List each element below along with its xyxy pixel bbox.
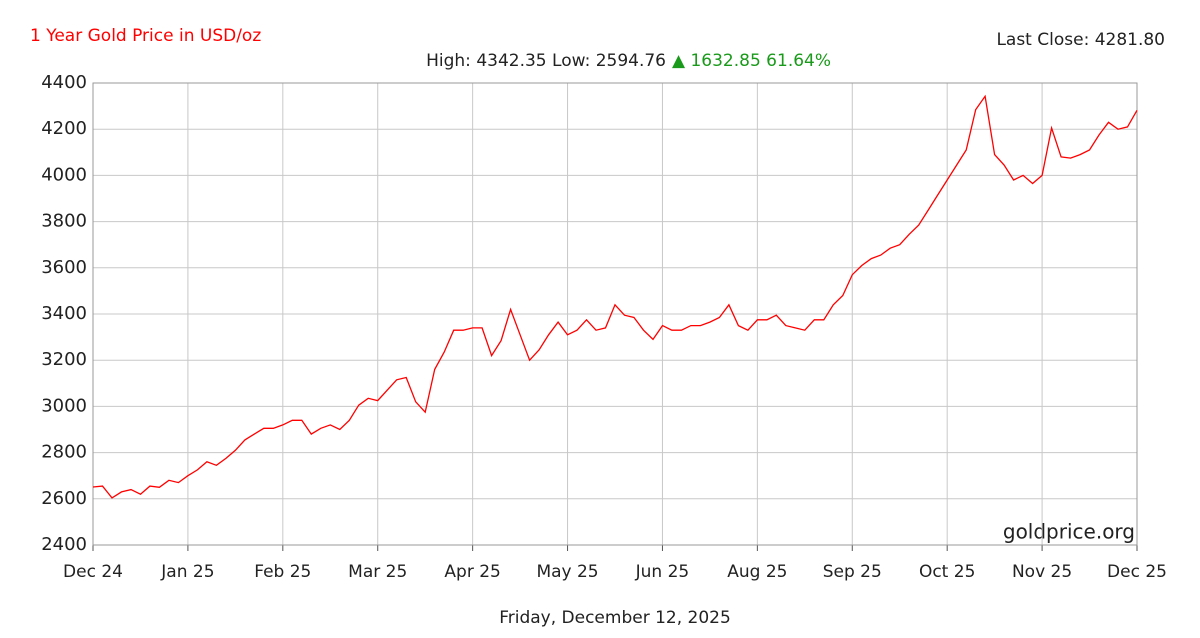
plot-frame: [92, 82, 1138, 546]
x-tick-label: Feb 25: [254, 562, 311, 582]
y-tick-label: 3000: [41, 395, 87, 416]
x-tick-label: May 25: [536, 562, 598, 582]
y-tick-label: 3600: [41, 257, 87, 278]
date-label: Friday, December 12, 2025: [499, 608, 731, 628]
chart-title: 1 Year Gold Price in USD/oz: [30, 26, 261, 46]
y-tick-label: 4000: [41, 164, 87, 185]
x-tick-label: Nov 25: [1012, 562, 1072, 582]
change: ▲ 1632.85 61.64%: [672, 51, 831, 71]
x-tick-label: Dec 24: [63, 562, 123, 582]
price-line: [92, 94, 1138, 499]
y-tick-label: 3200: [41, 349, 87, 370]
y-tick-label: 2400: [41, 534, 87, 555]
x-tick-label: Sep 25: [823, 562, 882, 582]
y-tick-label: 4200: [41, 118, 87, 139]
x-tick-label: Mar 25: [348, 562, 407, 582]
y-tick-label: 2600: [41, 488, 87, 509]
x-tick-label: Dec 25: [1107, 562, 1167, 582]
x-tick-label: Oct 25: [919, 562, 975, 582]
x-tick-label: Apr 25: [444, 562, 500, 582]
y-tick-label: 2800: [41, 442, 87, 463]
x-tick-label: Aug 25: [727, 562, 787, 582]
y-tick-label: 4400: [41, 72, 87, 93]
last-close: Last Close: 4281.80: [996, 30, 1165, 50]
y-tick-label: 3400: [41, 303, 87, 324]
x-tick-label: Jun 25: [635, 562, 690, 582]
high-low: High: 4342.35 Low: 2594.76: [426, 51, 666, 71]
y-tick-label: 3800: [41, 211, 87, 232]
watermark: goldprice.org: [1003, 520, 1135, 544]
x-tick-label: Jan 25: [160, 562, 214, 582]
